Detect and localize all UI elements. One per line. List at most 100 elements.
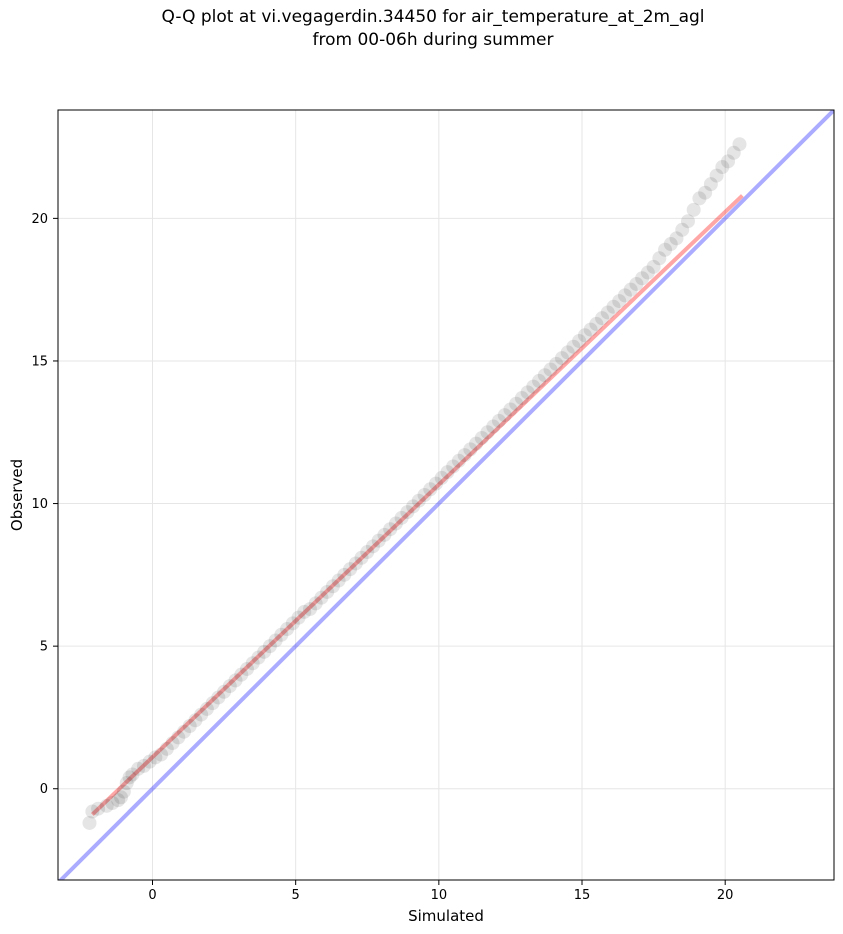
qq-point [400, 505, 415, 520]
qq-point [680, 214, 695, 229]
qq-point [205, 696, 220, 711]
qq-point [119, 776, 134, 791]
qq-point [354, 550, 369, 565]
qq-point [165, 736, 180, 751]
qq-point [669, 231, 684, 246]
qq-point [612, 294, 627, 309]
qq-point [600, 305, 615, 320]
qq-point [136, 758, 151, 773]
qq-point [285, 616, 300, 631]
qq-point [721, 154, 736, 169]
qq-point [188, 713, 203, 728]
qq-point [245, 656, 260, 671]
qq-point [182, 719, 197, 733]
y-tick-label: 15 [31, 354, 48, 369]
qq-point [526, 379, 541, 394]
qq-point [82, 815, 97, 830]
qq-point [732, 137, 747, 152]
qq-point [302, 602, 317, 617]
qq-point [428, 476, 443, 491]
qq-point [635, 271, 650, 286]
qq-point [469, 436, 484, 451]
qq-point [703, 177, 718, 192]
qq-point [148, 750, 163, 765]
qq-point [509, 396, 524, 411]
qq-point [234, 667, 249, 682]
qq-point [560, 345, 575, 360]
qq-point [463, 442, 478, 457]
qq-point [159, 741, 174, 756]
x-tick-label: 0 [148, 888, 156, 903]
qq-point [423, 482, 438, 497]
qq-point [658, 242, 673, 257]
chart-title: Q-Q plot at vi.vegagerdin.34450 for air_… [161, 7, 705, 27]
qq-point [503, 402, 518, 417]
qq-point [577, 328, 592, 343]
qq-point [520, 385, 535, 400]
qq-point [199, 701, 214, 716]
qq-point [554, 351, 569, 366]
qq-point [217, 684, 232, 699]
qq-point [257, 644, 272, 659]
qq-point [85, 804, 100, 819]
qq-point [583, 322, 598, 337]
qq-point [365, 539, 380, 554]
fit-line [90, 194, 744, 816]
qq-point [222, 679, 237, 694]
qq-point [606, 299, 621, 314]
qq-point [715, 160, 730, 175]
qq-point [417, 488, 432, 502]
qq-point [440, 465, 455, 480]
qq-point [514, 391, 529, 406]
qq-point [308, 596, 323, 611]
y-axis-label: Observed [8, 459, 26, 531]
qq-point [617, 288, 632, 303]
qq-point [251, 650, 266, 665]
qq-point [274, 627, 289, 642]
qq-point [388, 516, 403, 531]
y-tick-label: 0 [40, 782, 48, 797]
qq-point [154, 747, 169, 762]
qq-point [228, 673, 243, 688]
qq-point [646, 259, 661, 274]
qq-point [692, 191, 707, 206]
qq-point [709, 168, 724, 183]
qq-point [105, 796, 120, 810]
qq-point [623, 282, 638, 297]
qq-point [113, 790, 128, 805]
qq-point [474, 430, 489, 445]
x-tick-label: 15 [574, 888, 591, 903]
qq-point [451, 453, 466, 468]
qq-point [640, 265, 655, 280]
qq-point [675, 222, 690, 237]
qq-point [572, 334, 587, 348]
y-tick-label: 5 [40, 640, 48, 655]
qq-point [239, 661, 254, 676]
qq-point [629, 276, 644, 291]
qq-point [491, 413, 506, 428]
qq-point [262, 639, 277, 654]
qq-point [383, 522, 398, 537]
qq-point [297, 604, 312, 619]
qq-point [663, 237, 678, 252]
qq-point [434, 470, 449, 485]
qq-point [122, 770, 137, 785]
qq-point [360, 545, 375, 560]
qq-point [377, 527, 392, 542]
qq-point [497, 408, 512, 423]
x-tick-label: 20 [717, 888, 734, 903]
qq-point [331, 573, 346, 588]
qq-point [194, 707, 209, 722]
qq-point [549, 356, 564, 371]
plot-frame [57, 109, 835, 881]
qq-point [111, 793, 126, 808]
qq-point [314, 590, 329, 605]
qq-point [99, 798, 114, 813]
qq-point [268, 633, 283, 648]
qq-point [131, 761, 146, 776]
qq-point [211, 690, 226, 705]
qq-point [698, 185, 713, 200]
y-tick-label: 10 [31, 497, 48, 512]
